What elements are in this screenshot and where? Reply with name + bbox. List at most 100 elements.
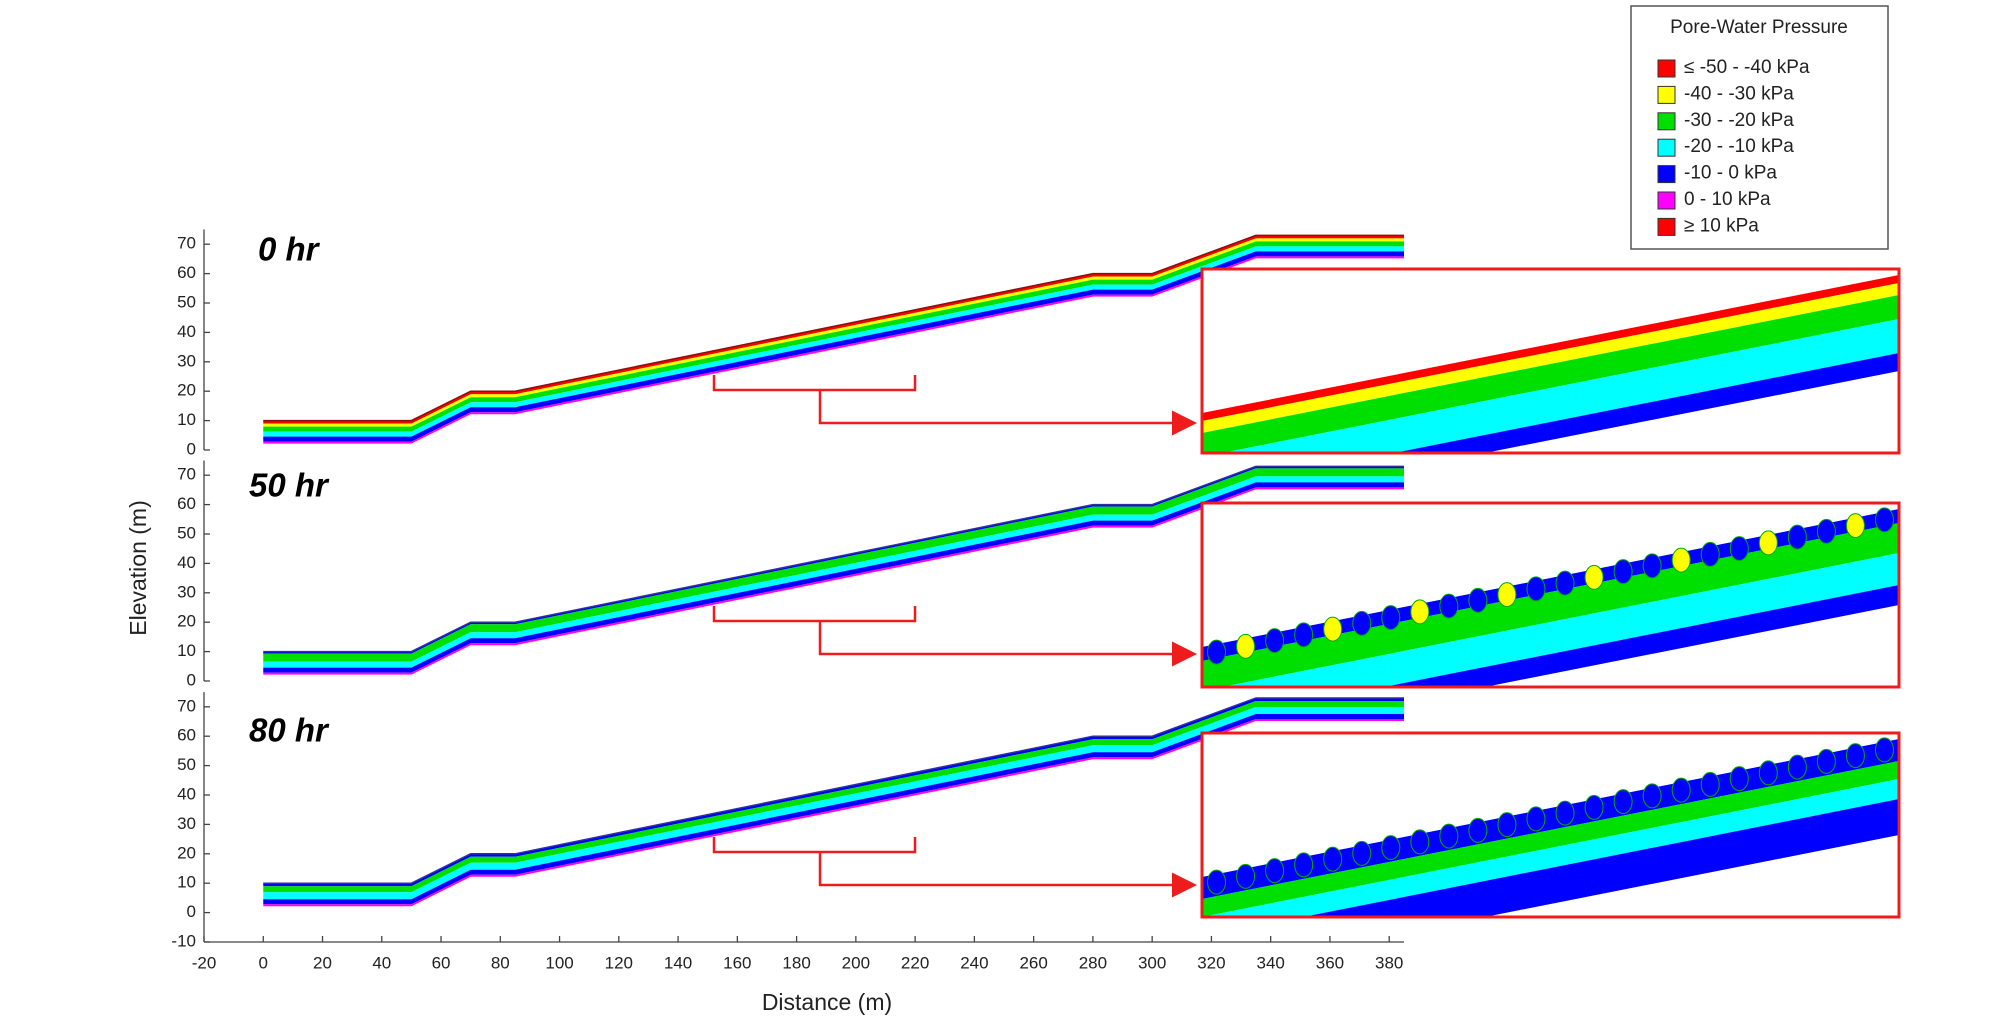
inset-cell <box>1294 852 1314 878</box>
inset-cell <box>1352 840 1372 866</box>
pressure-band <box>263 713 1405 905</box>
inset-cell <box>1526 576 1546 602</box>
inset-cell <box>1671 547 1691 573</box>
legend-swatch <box>1657 59 1676 78</box>
x-tick-label: 200 <box>842 953 870 972</box>
y-axis-title: Elevation (m) <box>125 500 151 635</box>
inset-band <box>1202 779 1899 917</box>
inset-cell <box>1729 766 1749 792</box>
inset-cell <box>1497 812 1517 838</box>
x-tick-label: 260 <box>1019 953 1047 972</box>
x-tick-label: 340 <box>1256 953 1284 972</box>
inset-band <box>1202 275 1899 421</box>
inset-cell <box>1265 628 1285 654</box>
inset-cell <box>1468 817 1488 843</box>
x-tick-label: 120 <box>605 953 633 972</box>
inset-cell <box>1468 587 1488 613</box>
inset-band <box>1202 295 1899 453</box>
inset-cell <box>1787 524 1807 550</box>
x-tick-label: 100 <box>545 953 573 972</box>
x-tick-label: 60 <box>432 953 451 972</box>
inset-cell <box>1526 806 1546 832</box>
legend-label: 0 - 10 kPa <box>1684 189 1771 210</box>
legend-swatch <box>1657 138 1676 157</box>
inset-band <box>1202 739 1899 899</box>
y-tick-label: 70 <box>177 696 196 715</box>
x-tick-label: 0 <box>259 953 268 972</box>
inset-cell <box>1555 800 1575 826</box>
inset-band <box>1202 761 1899 917</box>
y-tick-label: 30 <box>177 582 196 601</box>
inset-cell <box>1874 737 1894 763</box>
x-tick-label: 300 <box>1138 953 1166 972</box>
legend-swatch <box>1657 85 1676 104</box>
ground-surface <box>263 465 1405 653</box>
legend-label: -40 - -30 kPa <box>1684 83 1794 104</box>
inset <box>1202 503 1899 687</box>
x-tick-label: 160 <box>723 953 751 972</box>
inset-cell <box>1207 869 1227 895</box>
inset-cell <box>1787 754 1807 780</box>
panel-label: 50 hr <box>249 467 330 504</box>
inset-cell <box>1845 513 1865 539</box>
pressure-band <box>263 241 1405 432</box>
x-tick-label: 220 <box>901 953 929 972</box>
x-tick-label: 20 <box>313 953 332 972</box>
y-tick-label: 70 <box>177 465 196 484</box>
y-tick-label: 50 <box>177 523 196 542</box>
x-tick-label: 180 <box>782 953 810 972</box>
pressure-band <box>263 246 1405 437</box>
x-tick-label: 240 <box>960 953 988 972</box>
inset-cell <box>1497 582 1517 608</box>
legend-label: -20 - -10 kPa <box>1684 136 1794 157</box>
inset-cell <box>1555 570 1575 596</box>
inset-band <box>1202 283 1899 433</box>
inset-band <box>1222 319 1899 453</box>
inset-band <box>1202 509 1899 661</box>
inset-cell <box>1613 789 1633 815</box>
y-tick-label: 50 <box>177 292 196 311</box>
y-tick-label: 0 <box>187 670 196 689</box>
inset-cell <box>1236 863 1256 889</box>
y-tick-label: 10 <box>177 641 196 660</box>
inset-cell <box>1700 771 1720 797</box>
inset-cell <box>1613 559 1633 585</box>
legend-swatch <box>1657 191 1676 210</box>
inset-cell <box>1758 760 1778 786</box>
pressure-band <box>263 700 1405 893</box>
zoom-arrow <box>818 390 1197 436</box>
inset-cell <box>1758 530 1778 556</box>
zoom-bracket <box>712 837 917 854</box>
panel-label: 0 hr <box>258 231 321 268</box>
y-tick-label: 40 <box>177 322 196 341</box>
inset-cell <box>1381 605 1401 631</box>
x-tick-label: 380 <box>1375 953 1403 972</box>
y-tick-label: -10 <box>171 931 196 950</box>
legend-label: -30 - -20 kPa <box>1684 110 1794 131</box>
y-tick-label: 70 <box>177 234 196 253</box>
legend-title: Pore-Water Pressure <box>1670 17 1848 38</box>
inset-cell <box>1584 794 1604 820</box>
inset-cell <box>1294 622 1314 648</box>
inset-cell <box>1410 829 1430 855</box>
x-tick-label: -20 <box>192 953 217 972</box>
y-tick-label: 10 <box>177 410 196 429</box>
inset-band <box>1202 523 1899 687</box>
zoom-arrow <box>818 852 1197 898</box>
ground-surface <box>263 697 1405 884</box>
inset-cell <box>1729 536 1749 562</box>
zoom-arrow <box>818 621 1197 667</box>
zoom-bracket <box>712 606 917 623</box>
y-tick-label: 40 <box>177 553 196 572</box>
inset-cell <box>1381 835 1401 861</box>
inset <box>1202 733 1899 917</box>
y-tick-label: 10 <box>177 873 196 892</box>
inset-cell <box>1207 639 1227 665</box>
inset-cell <box>1236 633 1256 659</box>
inset-band <box>1303 799 1899 917</box>
legend-label: -10 - 0 kPa <box>1684 163 1777 184</box>
x-tick-label: 80 <box>491 953 510 972</box>
x-tick-label: 320 <box>1197 953 1225 972</box>
inset-cell <box>1816 748 1836 774</box>
inset-cell <box>1816 518 1836 544</box>
